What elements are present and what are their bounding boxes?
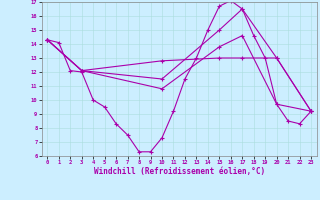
X-axis label: Windchill (Refroidissement éolien,°C): Windchill (Refroidissement éolien,°C) (94, 167, 265, 176)
